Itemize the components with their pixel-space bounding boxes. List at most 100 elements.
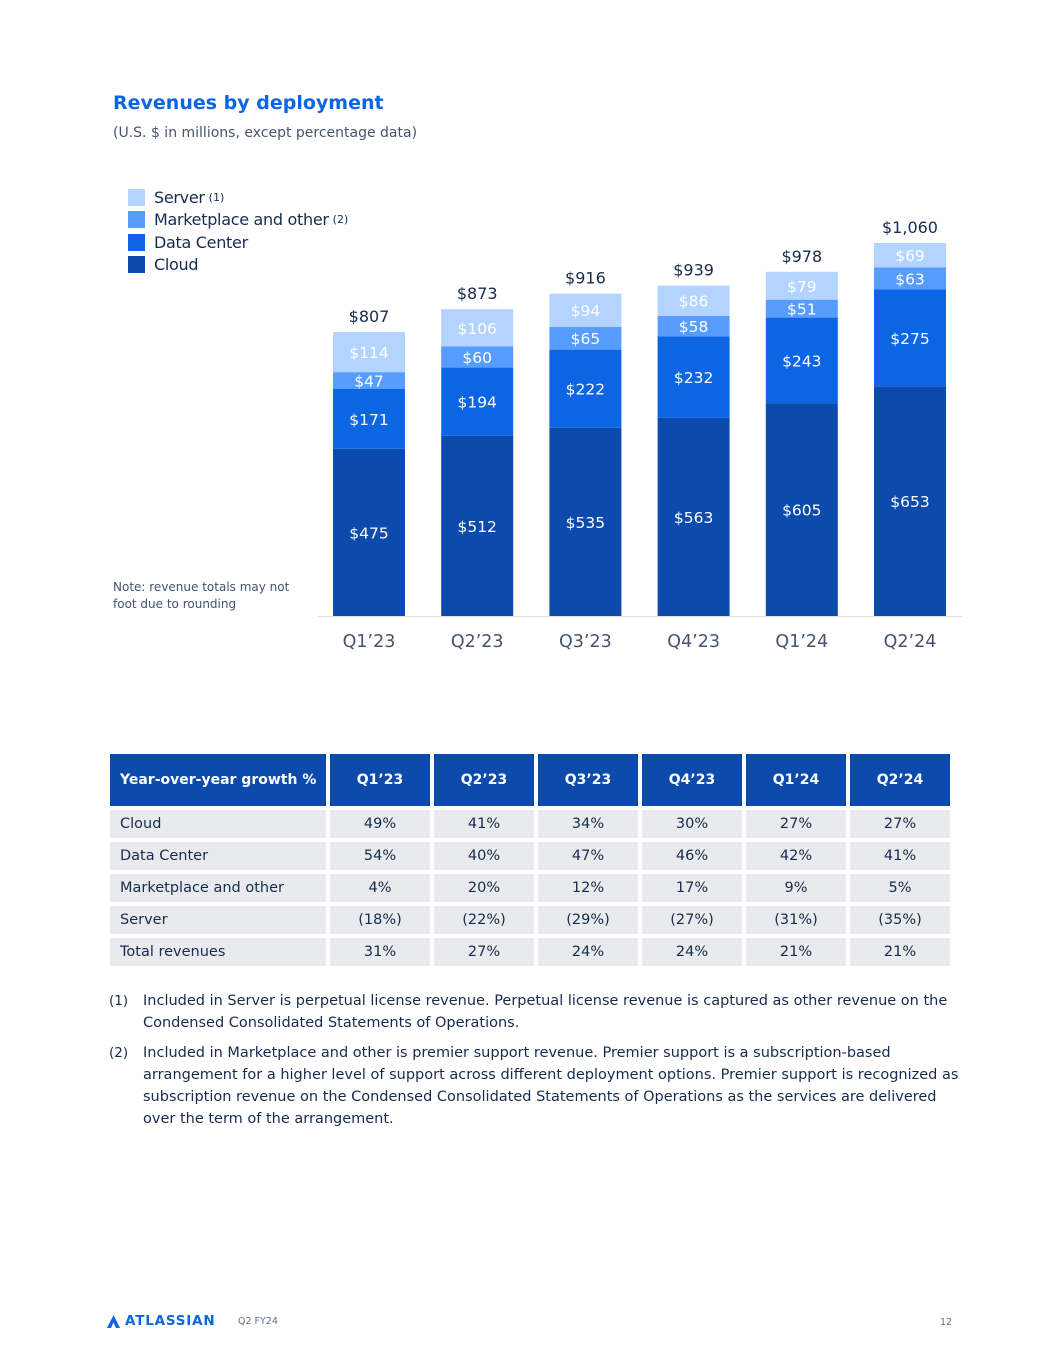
footnote-2: (2) Included in Marketplace and other is… <box>109 1042 959 1130</box>
bar-value-label: $605 <box>782 502 821 520</box>
table-cell: 40% <box>434 842 534 870</box>
chart-legend: Server (1) Marketplace and other (2) Dat… <box>128 186 348 276</box>
table-cell: 54% <box>330 842 430 870</box>
x-axis-tick-label: Q2’23 <box>451 632 504 652</box>
table-cell: 31% <box>330 938 430 966</box>
table-row: Cloud 49% 41% 34% 30% 27% 27% <box>110 810 950 838</box>
table-cell: 12% <box>538 874 638 902</box>
table-cell: 21% <box>850 938 950 966</box>
rounding-note: Note: revenue totals may not foot due to… <box>113 580 290 611</box>
table-header-cell: Q3’23 <box>538 754 638 806</box>
bar-segment-marketplace-and-other <box>333 372 405 389</box>
table-row-label: Cloud <box>110 810 326 838</box>
page-subtitle: (U.S. $ in millions, except percentage d… <box>113 125 418 141</box>
x-axis-tick-label: Q4’23 <box>667 632 720 652</box>
table-header-cell: Q1’24 <box>746 754 846 806</box>
table-cell: (27%) <box>642 906 742 934</box>
footnote-number: (2) <box>109 1045 129 1061</box>
table-cell: 24% <box>642 938 742 966</box>
bar-segment-marketplace-and-other <box>874 267 946 290</box>
bar-segment-cloud <box>657 417 730 616</box>
bar-value-label: $63 <box>895 270 925 288</box>
bar-value-label: $79 <box>787 278 817 296</box>
table-row: Data Center 54% 40% 47% 46% 42% 41% <box>110 842 950 870</box>
table-cell: 46% <box>642 842 742 870</box>
table-cell: 30% <box>642 810 742 838</box>
table-cell: 42% <box>746 842 846 870</box>
atlassian-logo: ATLASSIAN <box>107 1313 215 1329</box>
legend-swatch-data-center <box>128 233 145 251</box>
bar-value-label: $94 <box>571 302 601 320</box>
table-cell: 21% <box>746 938 846 966</box>
bar-segment-server <box>874 243 946 268</box>
x-axis-tick-label: Q2’24 <box>884 632 937 652</box>
legend-item-cloud: Cloud <box>128 254 348 277</box>
bar-value-label: $535 <box>566 514 605 532</box>
table-cell: 41% <box>434 810 534 838</box>
bar-total-label: $873 <box>457 284 498 303</box>
brand-name: ATLASSIAN <box>125 1313 216 1329</box>
bar-segment-data-center <box>333 388 405 449</box>
report-period: Q2 FY24 <box>238 1316 278 1327</box>
bar-segment-marketplace-and-other <box>765 299 838 318</box>
table-cell: 9% <box>746 874 846 902</box>
bar-value-label: $86 <box>679 293 709 311</box>
table-cell: 20% <box>434 874 534 902</box>
legend-swatch-cloud <box>128 256 145 274</box>
bar-segment-server <box>657 285 730 316</box>
table-cell: 27% <box>434 938 534 966</box>
table-row: Server (18%) (22%) (29%) (27%) (31%) (35… <box>110 906 950 934</box>
bar-value-label: $222 <box>566 381 605 399</box>
bar-value-label: $69 <box>895 247 925 265</box>
bar-segment-cloud <box>874 386 946 616</box>
table-cell: (29%) <box>538 906 638 934</box>
bar-value-label: $194 <box>457 394 496 412</box>
bar-value-label: $47 <box>354 372 384 390</box>
legend-item-server: Server (1) <box>128 186 348 209</box>
table-cell: 4% <box>330 874 430 902</box>
table-header-cell: Year-over-year growth % <box>110 754 326 806</box>
table-header-cell: Q4’23 <box>642 754 742 806</box>
bar-segment-server <box>549 293 622 327</box>
table-cell: 49% <box>330 810 430 838</box>
table-row: Total revenues 31% 27% 24% 24% 21% 21% <box>110 938 950 966</box>
bar-value-label: $512 <box>457 518 496 536</box>
bar-segment-server <box>441 309 514 347</box>
table-header-cell: Q2’23 <box>434 754 534 806</box>
table-row: Marketplace and other 4% 20% 12% 17% 9% … <box>110 874 950 902</box>
legend-label: Data Center <box>154 232 248 252</box>
bar-total-label: $978 <box>781 247 822 266</box>
table-header-cell: Q2’24 <box>850 754 950 806</box>
legend-item-marketplace: Marketplace and other (2) <box>128 209 348 232</box>
bar-total-label: $807 <box>349 307 390 326</box>
table-cell: (18%) <box>330 906 430 934</box>
table-row-label: Marketplace and other <box>110 874 326 902</box>
table-cell: 34% <box>538 810 638 838</box>
bar-value-label: $51 <box>787 301 817 319</box>
legend-label: Server <box>154 187 205 207</box>
footnote-text: Included in Marketplace and other is pre… <box>143 1045 959 1127</box>
bar-segment-data-center <box>657 336 730 418</box>
table-cell: 5% <box>850 874 950 902</box>
bar-value-label: $653 <box>890 493 929 511</box>
table-cell: 27% <box>850 810 950 838</box>
bar-value-label: $114 <box>349 344 388 362</box>
legend-swatch-marketplace <box>128 211 145 229</box>
table-row-label: Data Center <box>110 842 326 870</box>
legend-item-data-center: Data Center <box>128 231 348 254</box>
bar-value-label: $60 <box>462 349 492 367</box>
legend-label: Marketplace and other <box>154 210 329 230</box>
legend-swatch-server <box>128 188 145 206</box>
bar-segment-marketplace-and-other <box>549 326 622 350</box>
table-cell: 41% <box>850 842 950 870</box>
page-number: 12 <box>940 1317 953 1328</box>
bar-value-label: $243 <box>782 352 821 370</box>
footnote-1: (1) Included in Server is perpetual lice… <box>109 990 959 1034</box>
x-axis-tick-label: Q1’23 <box>343 632 396 652</box>
bar-value-label: $563 <box>674 509 713 527</box>
footnote-text: Included in Server is perpetual license … <box>143 993 948 1031</box>
bar-segment-server <box>333 332 405 373</box>
x-axis-tick-label: Q3’23 <box>559 632 612 652</box>
bar-segment-cloud <box>441 435 514 616</box>
footnote-number: (1) <box>109 993 129 1009</box>
